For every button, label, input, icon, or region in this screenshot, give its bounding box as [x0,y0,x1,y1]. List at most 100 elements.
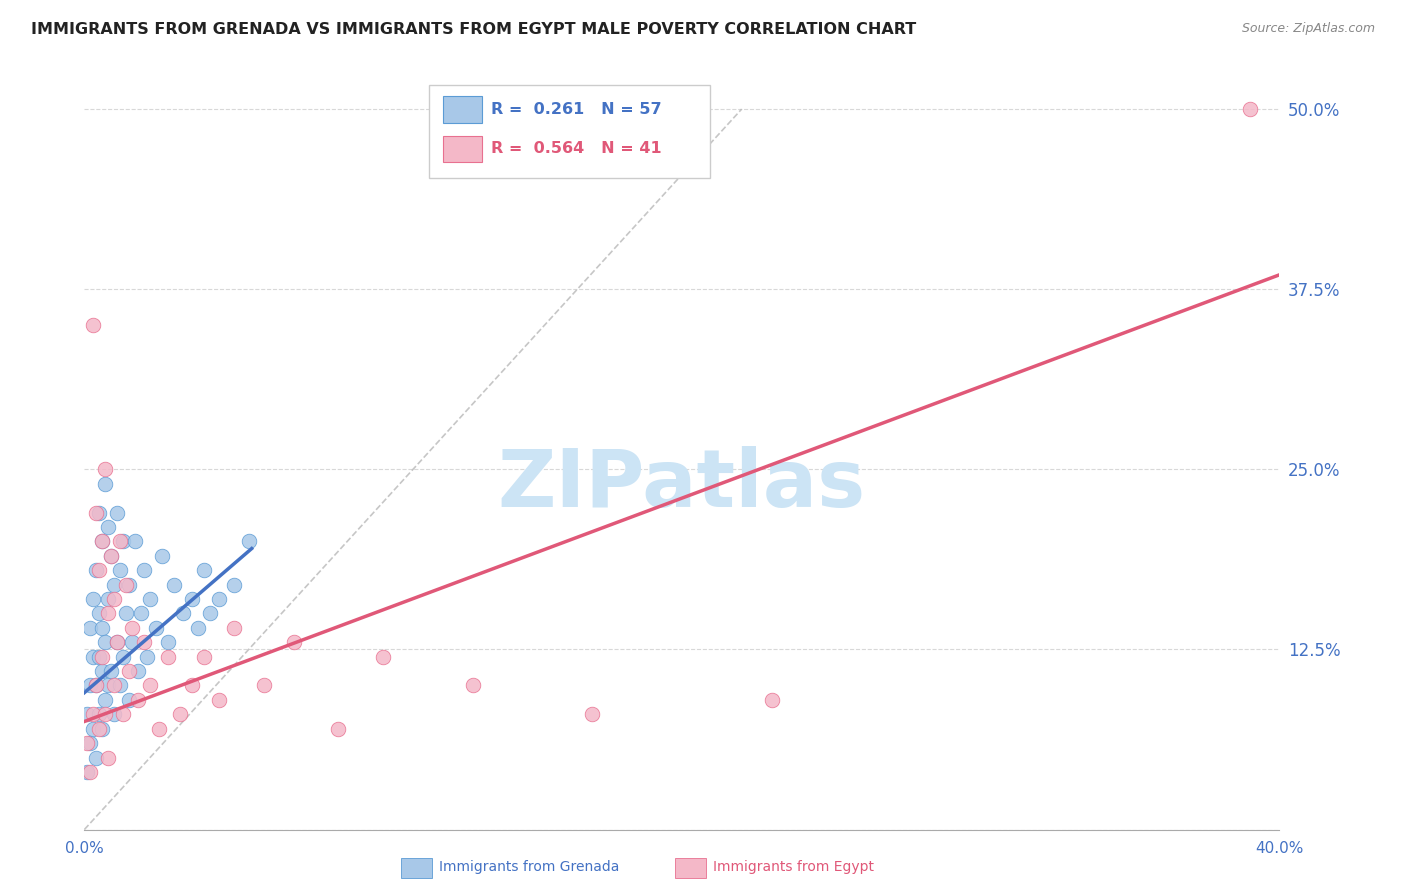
Point [198,607,221,621]
Point [139,592,162,607]
Point [373,649,395,664]
Point [127,693,149,707]
Point [208,592,231,607]
Point [145,621,167,635]
Point [1239,102,1261,116]
Point [100,549,122,563]
Point [121,635,143,649]
Point [89,707,111,722]
Point [76,764,98,779]
Point [89,506,111,520]
Point [163,577,186,591]
Point [103,707,125,722]
Point [253,678,276,692]
Point [97,592,120,607]
Point [157,649,180,664]
Point [115,607,138,621]
Point [103,577,125,591]
Point [461,678,484,692]
Point [79,621,101,635]
Point [328,722,350,736]
Point [139,678,162,692]
Point [238,534,260,549]
Point [193,563,215,577]
Point [129,607,152,621]
Point [94,476,117,491]
Point [118,693,141,707]
Point [89,563,111,577]
Point [136,649,159,664]
Point [124,534,146,549]
Point [82,318,104,333]
Point [222,577,245,591]
Point [97,678,120,692]
Point [89,722,111,736]
Point [86,563,108,577]
Point [172,607,194,621]
Point [148,722,170,736]
Point [82,722,104,736]
Point [150,549,173,563]
Point [86,678,108,692]
Point [193,649,215,664]
Point [76,707,98,722]
Point [103,592,125,607]
Point [86,678,108,692]
Point [283,635,305,649]
Point [127,664,149,678]
Point [86,506,108,520]
Point [94,707,117,722]
Point [110,678,132,692]
Point [100,664,122,678]
Point [110,563,132,577]
Point [581,707,603,722]
Point [91,649,114,664]
Point [181,678,204,692]
Point [157,635,180,649]
Point [91,534,114,549]
Point [89,649,111,664]
Point [110,534,132,549]
Point [105,635,128,649]
Text: Source: ZipAtlas.com: Source: ZipAtlas.com [1241,22,1375,36]
Point [82,592,104,607]
Point [132,635,156,649]
Text: Immigrants from Egypt: Immigrants from Egypt [713,860,875,874]
Point [97,607,120,621]
Text: R =  0.261   N = 57: R = 0.261 N = 57 [491,103,661,117]
Point [76,736,98,750]
Text: IMMIGRANTS FROM GRENADA VS IMMIGRANTS FROM EGYPT MALE POVERTY CORRELATION CHART: IMMIGRANTS FROM GRENADA VS IMMIGRANTS FR… [31,22,917,37]
Point [86,750,108,764]
Point [79,678,101,692]
Point [105,506,128,520]
Point [82,649,104,664]
Point [121,621,143,635]
Point [97,520,120,534]
Point [94,693,117,707]
Point [79,764,101,779]
Point [94,462,117,476]
Point [169,707,191,722]
Point [94,635,117,649]
Point [181,592,204,607]
Point [208,693,231,707]
Point [112,649,135,664]
Point [91,722,114,736]
Point [761,693,783,707]
Point [115,577,138,591]
Point [91,621,114,635]
Point [118,664,141,678]
Text: ZIPatlas: ZIPatlas [498,446,866,524]
Point [103,678,125,692]
Point [187,621,209,635]
Point [100,549,122,563]
Point [112,534,135,549]
Point [97,750,120,764]
Text: Immigrants from Grenada: Immigrants from Grenada [439,860,619,874]
Point [79,736,101,750]
Point [132,563,156,577]
Point [105,635,128,649]
Point [89,607,111,621]
Point [91,664,114,678]
Point [112,707,135,722]
